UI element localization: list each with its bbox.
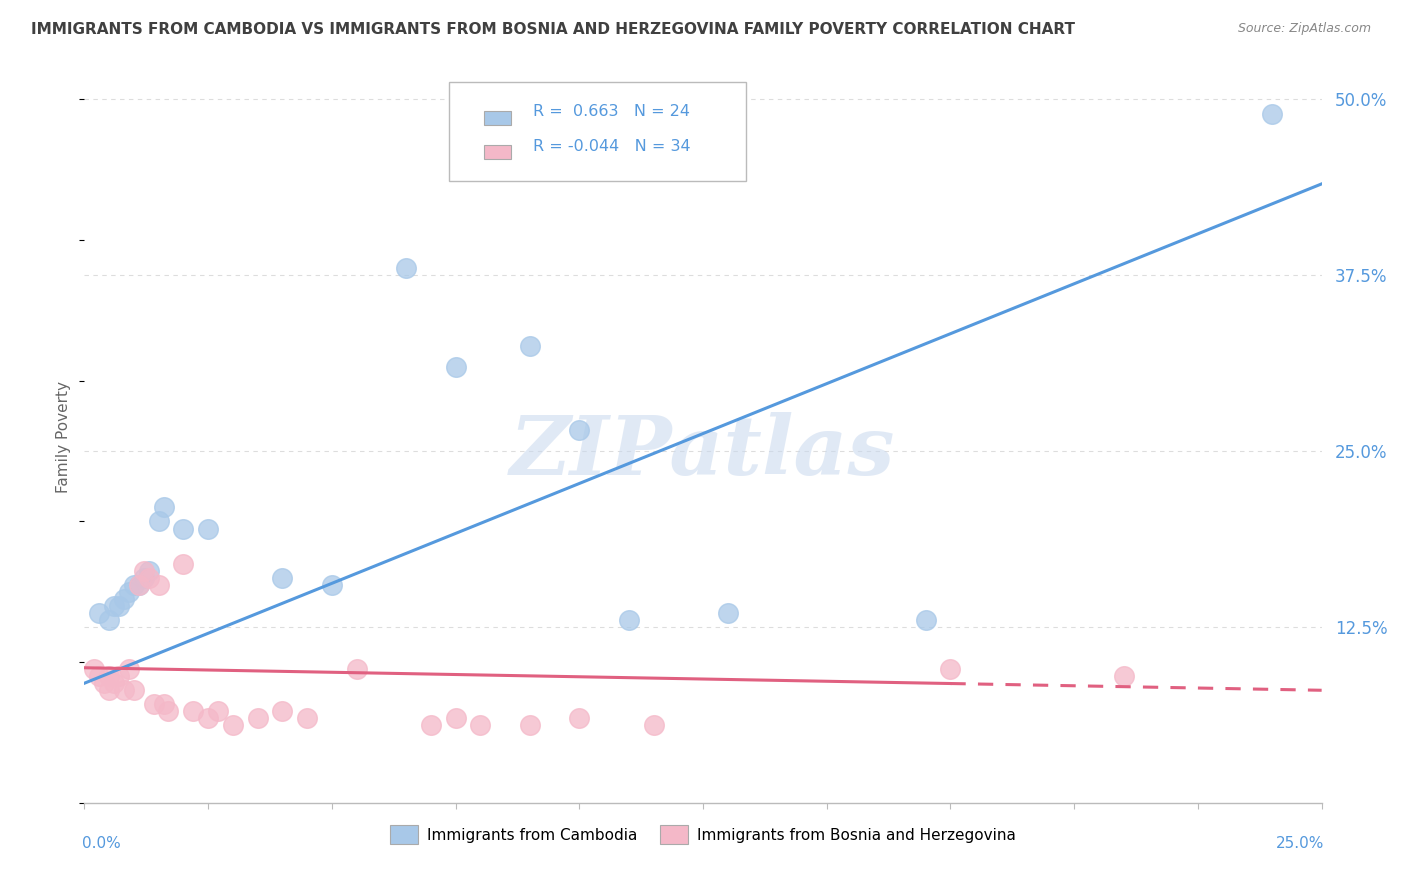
Point (939, 662, 962, 676)
Text: IMMIGRANTS FROM CAMBODIA VS IMMIGRANTS FROM BOSNIA AND HERZEGOVINA FAMILY POVERT: IMMIGRANTS FROM CAMBODIA VS IMMIGRANTS F… (31, 22, 1076, 37)
Point (444, 711, 467, 725)
Text: R = -0.044   N = 34: R = -0.044 N = 34 (533, 139, 692, 154)
Text: 0.0%: 0.0% (82, 836, 121, 851)
Point (138, 564, 160, 578)
FancyBboxPatch shape (484, 145, 512, 159)
Point (568, 711, 591, 725)
Point (93, 676, 115, 690)
Point (89, 669, 111, 683)
Point (419, 718, 441, 732)
Point (138, 571, 160, 585)
Point (122, 578, 145, 592)
Point (172, 521, 194, 535)
Point (519, 339, 541, 353)
Legend: Immigrants from Cambodia, Immigrants from Bosnia and Herzegovina: Immigrants from Cambodia, Immigrants fro… (384, 819, 1022, 850)
Text: 25.0%: 25.0% (1275, 836, 1324, 851)
Point (207, 705, 229, 719)
Point (142, 698, 165, 712)
Point (246, 711, 269, 725)
Point (148, 515, 170, 529)
Point (152, 500, 174, 515)
Point (128, 578, 150, 592)
Point (112, 683, 135, 698)
Point (617, 613, 640, 627)
FancyBboxPatch shape (484, 111, 512, 125)
Point (271, 705, 294, 719)
Point (568, 423, 591, 437)
Point (118, 584, 141, 599)
Point (132, 564, 155, 578)
Point (470, 718, 492, 732)
Point (98, 613, 121, 627)
Point (197, 521, 219, 535)
Text: ZIPatlas: ZIPatlas (510, 412, 896, 491)
Point (98, 669, 121, 683)
Point (83, 662, 105, 676)
Point (717, 606, 740, 620)
Point (128, 578, 150, 592)
Point (172, 557, 194, 571)
Point (444, 359, 467, 374)
Point (1112, 669, 1135, 683)
Point (271, 571, 294, 585)
Point (519, 718, 541, 732)
Point (132, 571, 155, 585)
Point (103, 676, 125, 690)
Point (222, 718, 245, 732)
Point (395, 261, 418, 276)
Point (346, 662, 368, 676)
Text: Source: ZipAtlas.com: Source: ZipAtlas.com (1237, 22, 1371, 36)
Point (103, 599, 125, 613)
FancyBboxPatch shape (450, 82, 747, 181)
Point (108, 599, 131, 613)
Point (152, 698, 174, 712)
Point (157, 705, 180, 719)
Point (181, 705, 204, 719)
Point (321, 578, 343, 592)
Point (122, 683, 145, 698)
Point (98, 683, 121, 698)
Text: R =  0.663   N = 24: R = 0.663 N = 24 (533, 104, 690, 120)
Point (197, 711, 219, 725)
Point (914, 613, 936, 627)
Point (148, 578, 170, 592)
Point (118, 662, 141, 676)
Y-axis label: Family Poverty: Family Poverty (56, 381, 72, 493)
Point (108, 669, 131, 683)
Point (643, 718, 665, 732)
Point (112, 591, 135, 606)
Point (295, 711, 318, 725)
Point (1261, 106, 1284, 120)
Point (89, 606, 111, 620)
